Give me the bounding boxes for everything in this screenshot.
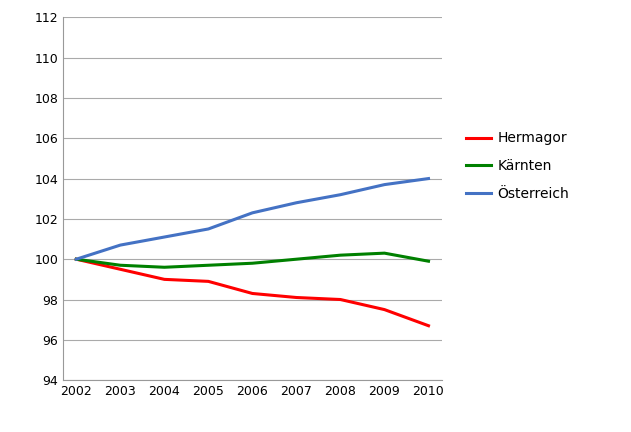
Legend: Hermagor, Kärnten, Österreich: Hermagor, Kärnten, Österreich <box>460 126 575 207</box>
